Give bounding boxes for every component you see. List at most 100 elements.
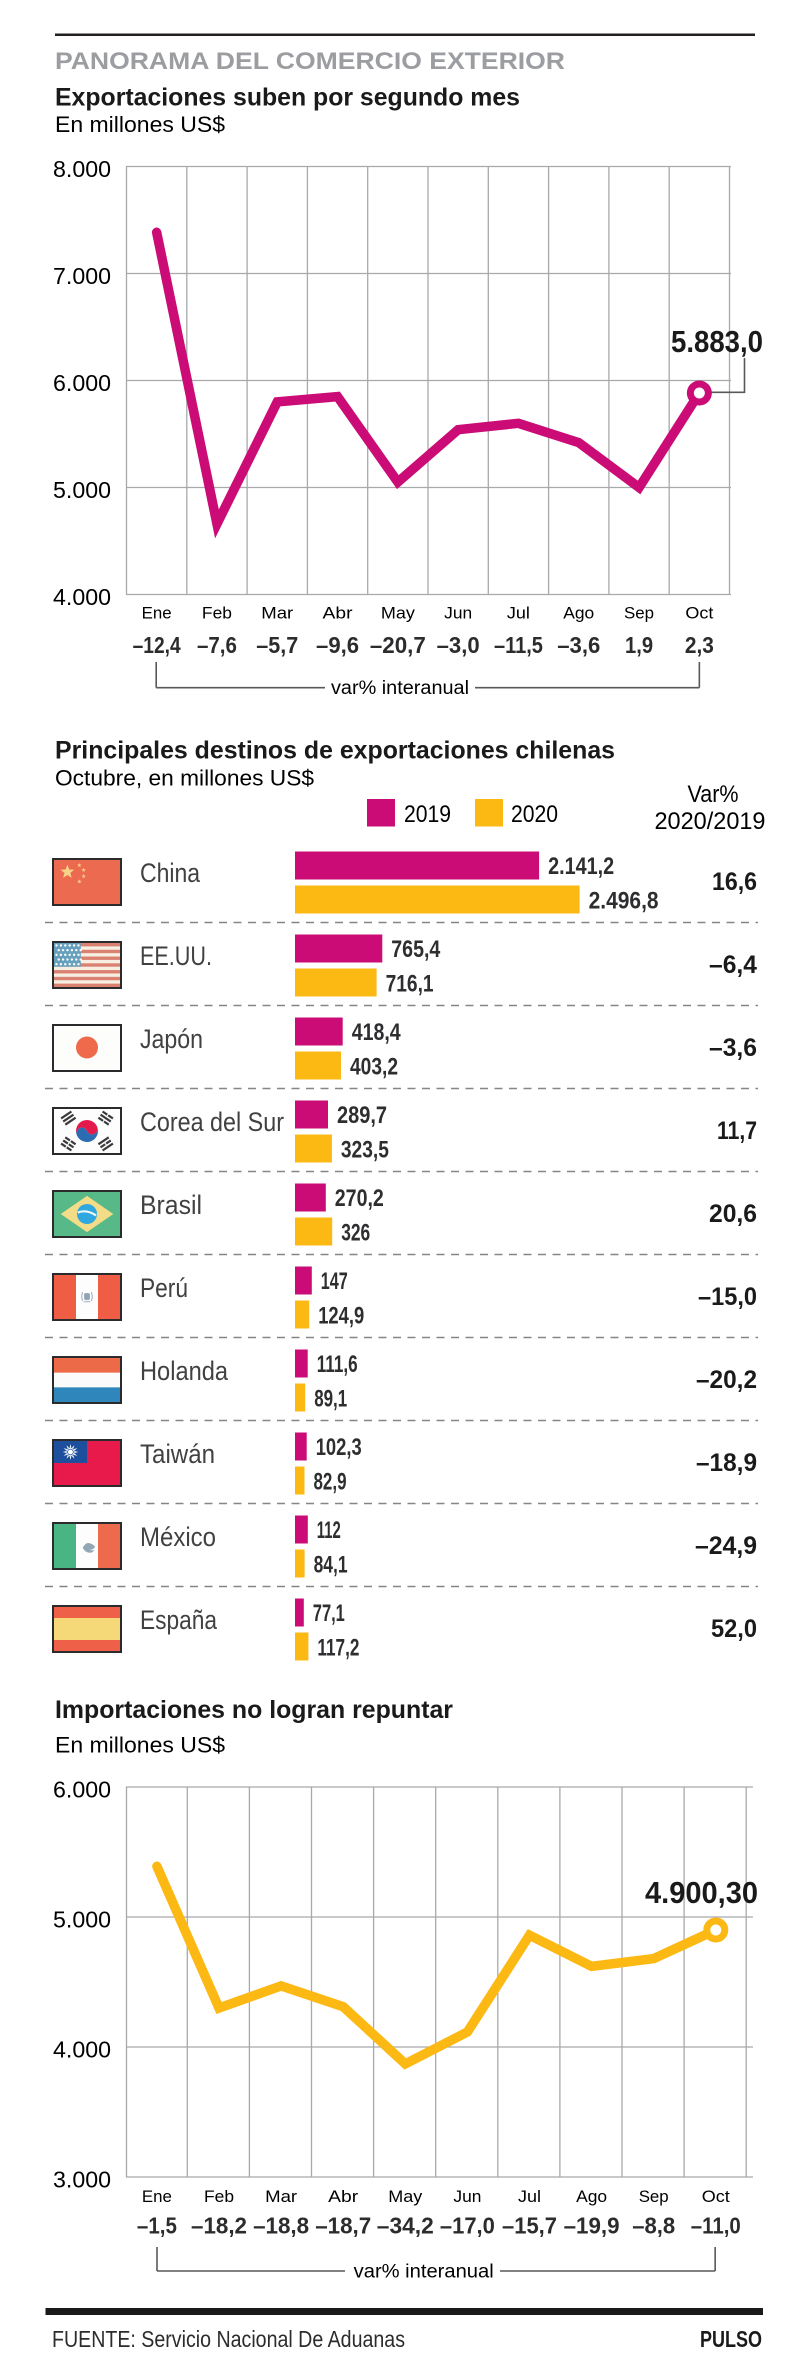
svg-text:China: China [140,858,201,888]
svg-text:Feb: Feb [202,604,232,623]
svg-text:82,9: 82,9 [314,1469,347,1496]
svg-text:Importaciones no logran repunt: Importaciones no logran repuntar [55,1696,453,1724]
svg-text:111,6: 111,6 [317,1351,358,1378]
svg-text:52,0: 52,0 [711,1615,757,1643]
svg-text:403,2: 403,2 [350,1054,398,1081]
svg-text:Oct: Oct [702,2187,730,2206]
svg-text:var% interanual: var% interanual [354,2262,494,2283]
svg-text:5.000: 5.000 [53,477,111,503]
svg-text:–20,7: –20,7 [370,632,426,658]
svg-text:–18,7: –18,7 [315,2213,371,2239]
svg-text:Jun: Jun [444,604,472,623]
svg-text:7.000: 7.000 [53,263,111,289]
svg-text:En millones US$: En millones US$ [55,112,225,137]
svg-text:–18,9: –18,9 [696,1449,757,1477]
svg-text:–20,2: –20,2 [696,1366,757,1394]
svg-text:8.000: 8.000 [53,156,111,182]
svg-text:–12,4: –12,4 [133,632,181,658]
svg-text:4.000: 4.000 [53,584,111,610]
svg-text:Octubre, en millones US$: Octubre, en millones US$ [55,766,314,791]
svg-text:5.883,0: 5.883,0 [671,324,763,359]
svg-text:May: May [381,604,416,623]
svg-text:Holanda: Holanda [140,1356,229,1386]
svg-text:77,1: 77,1 [313,1600,345,1627]
svg-text:716,1: 716,1 [386,971,434,998]
svg-text:6.000: 6.000 [53,370,111,396]
svg-text:124,9: 124,9 [318,1303,364,1330]
svg-text:–11,5: –11,5 [494,632,543,658]
svg-text:289,7: 289,7 [337,1102,387,1129]
svg-text:Corea del Sur: Corea del Sur [140,1107,284,1137]
svg-text:Oct: Oct [685,604,713,623]
svg-text:–3,6: –3,6 [557,632,600,658]
svg-text:–19,9: –19,9 [564,2213,620,2239]
svg-text:323,5: 323,5 [341,1137,389,1164]
svg-text:Jun: Jun [453,2187,481,2206]
svg-text:–24,9: –24,9 [695,1532,757,1560]
svg-text:326: 326 [341,1220,370,1247]
svg-text:Abr: Abr [323,604,353,623]
svg-text:–7,6: –7,6 [197,632,237,658]
svg-text:20,6: 20,6 [709,1200,757,1228]
svg-text:FUENTE: Servicio Nacional De A: FUENTE: Servicio Nacional De Aduanas [52,2326,405,2352]
svg-text:PANORAMA DEL COMERCIO EXTERIOR: PANORAMA DEL COMERCIO EXTERIOR [55,48,565,75]
svg-text:16,6: 16,6 [712,868,757,896]
svg-text:México: México [140,1522,216,1552]
svg-text:270,2: 270,2 [335,1185,384,1212]
svg-text:–15,7: –15,7 [502,2213,557,2239]
svg-text:3.000: 3.000 [53,2167,111,2193]
svg-text:84,1: 84,1 [314,1552,348,1579]
svg-text:2.141,2: 2.141,2 [548,853,614,880]
svg-text:España: España [140,1605,218,1635]
svg-text:–17,0: –17,0 [440,2213,495,2239]
svg-text:2019: 2019 [404,801,451,828]
svg-text:Ago: Ago [563,604,594,623]
svg-text:Exportaciones suben por segund: Exportaciones suben por segundo mes [55,84,520,112]
svg-text:147: 147 [321,1268,348,1295]
svg-text:2020/2019: 2020/2019 [655,808,766,835]
svg-text:2.496,8: 2.496,8 [589,888,659,915]
svg-text:Japón: Japón [140,1024,203,1054]
svg-text:–18,8: –18,8 [253,2213,309,2239]
svg-text:4.000: 4.000 [53,2037,111,2063]
svg-text:EE.UU.: EE.UU. [140,941,212,971]
svg-text:2,3: 2,3 [685,632,714,658]
svg-text:Feb: Feb [204,2187,234,2206]
svg-text:Perú: Perú [140,1273,188,1303]
svg-text:5.000: 5.000 [53,1907,111,1933]
svg-text:Sep: Sep [624,604,654,623]
svg-text:–6,4: –6,4 [709,951,757,979]
svg-text:Abr: Abr [328,2187,358,2206]
svg-text:PULSO: PULSO [700,2326,762,2352]
svg-text:–5,7: –5,7 [256,632,298,658]
svg-text:–3,6: –3,6 [709,1034,757,1062]
svg-text:var% interanual: var% interanual [331,678,469,699]
svg-text:Ene: Ene [142,2187,172,2206]
svg-text:May: May [388,2187,423,2206]
svg-text:89,1: 89,1 [314,1386,347,1413]
svg-text:1,9: 1,9 [625,632,653,658]
svg-text:Jul: Jul [518,2187,541,2206]
svg-text:Taiwán: Taiwán [140,1439,215,1469]
svg-text:Sep: Sep [639,2187,669,2206]
svg-text:–11,0: –11,0 [691,2213,741,2239]
svg-text:–15,0: –15,0 [698,1283,757,1311]
svg-text:11,7: 11,7 [717,1117,757,1145]
svg-text:4.900,30: 4.900,30 [645,1875,758,1910]
svg-text:Principales destinos de export: Principales destinos de exportaciones ch… [55,737,615,765]
svg-text:Mar: Mar [261,604,293,623]
svg-text:Brasil: Brasil [140,1190,202,1220]
svg-text:117,2: 117,2 [317,1635,359,1662]
svg-text:Ene: Ene [142,604,172,623]
svg-text:–8,8: –8,8 [632,2213,675,2239]
svg-text:102,3: 102,3 [316,1434,362,1461]
svg-text:Ago: Ago [576,2187,607,2206]
svg-text:6.000: 6.000 [53,1777,111,1803]
svg-text:418,4: 418,4 [352,1019,402,1046]
svg-text:765,4: 765,4 [391,936,441,963]
svg-text:–3,0: –3,0 [437,632,480,658]
svg-text:–9,6: –9,6 [316,632,359,658]
svg-text:–1,5: –1,5 [137,2213,177,2239]
svg-text:Var%: Var% [688,781,739,808]
svg-text:–34,2: –34,2 [377,2213,434,2239]
